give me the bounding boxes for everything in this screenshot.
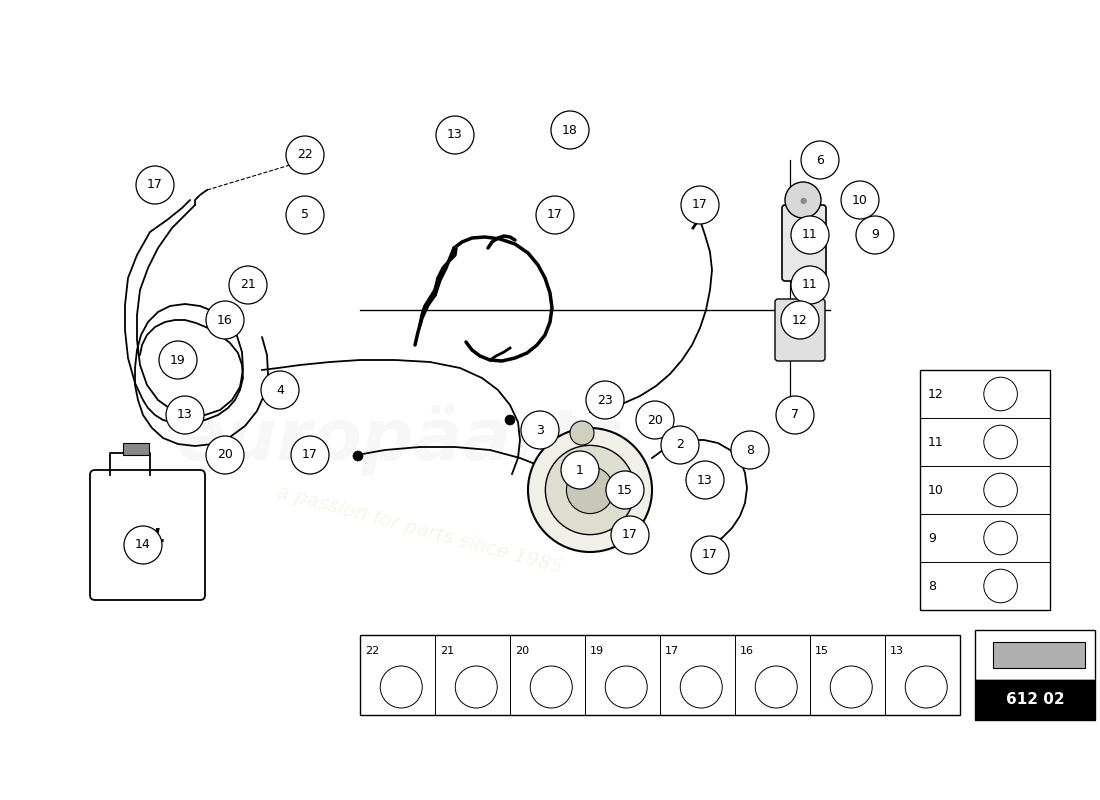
Circle shape	[206, 436, 244, 474]
Text: 17: 17	[623, 529, 638, 542]
Circle shape	[286, 136, 324, 174]
Circle shape	[536, 196, 574, 234]
Circle shape	[661, 426, 698, 464]
Circle shape	[286, 196, 324, 234]
Text: 11: 11	[928, 435, 944, 449]
Text: 17: 17	[147, 178, 163, 191]
Text: 15: 15	[815, 646, 829, 656]
Text: 17: 17	[702, 549, 718, 562]
Text: 23: 23	[597, 394, 613, 406]
Circle shape	[842, 181, 879, 219]
FancyBboxPatch shape	[782, 205, 826, 281]
Text: 8: 8	[746, 443, 754, 457]
Text: 1: 1	[576, 463, 584, 477]
Text: 15: 15	[617, 483, 632, 497]
Text: 12: 12	[928, 387, 944, 401]
Text: 9: 9	[871, 229, 879, 242]
Circle shape	[791, 266, 829, 304]
FancyBboxPatch shape	[90, 470, 205, 600]
Circle shape	[353, 451, 363, 461]
Text: 5: 5	[301, 209, 309, 222]
Circle shape	[606, 471, 643, 509]
Text: ●: ●	[800, 195, 806, 205]
Text: 7: 7	[791, 409, 799, 422]
Circle shape	[561, 451, 600, 489]
Text: 10: 10	[928, 483, 944, 497]
Text: 21: 21	[440, 646, 454, 656]
Text: 22: 22	[365, 646, 380, 656]
Text: 11: 11	[802, 278, 818, 291]
Circle shape	[681, 186, 719, 224]
Circle shape	[691, 536, 729, 574]
Circle shape	[160, 341, 197, 379]
Circle shape	[124, 526, 162, 564]
Circle shape	[292, 436, 329, 474]
Text: 11: 11	[802, 229, 818, 242]
Circle shape	[856, 216, 894, 254]
Bar	[975, 630, 1094, 679]
Text: a passion for parts since 1985: a passion for parts since 1985	[275, 482, 564, 578]
Text: 13: 13	[447, 129, 463, 142]
Circle shape	[801, 141, 839, 179]
Circle shape	[636, 401, 674, 439]
Text: 18: 18	[562, 123, 578, 137]
Text: 20: 20	[515, 646, 529, 656]
Circle shape	[206, 301, 244, 339]
Circle shape	[566, 466, 614, 514]
Circle shape	[505, 415, 515, 425]
Text: 10: 10	[852, 194, 868, 206]
Circle shape	[136, 166, 174, 204]
Polygon shape	[993, 642, 1085, 668]
Text: 21: 21	[240, 278, 256, 291]
Text: 4: 4	[276, 383, 284, 397]
Text: 17: 17	[692, 198, 708, 211]
Bar	[920, 370, 1050, 610]
Text: 17: 17	[302, 449, 318, 462]
Text: 9: 9	[928, 531, 936, 545]
Text: 12: 12	[792, 314, 807, 326]
Text: 3: 3	[536, 423, 543, 437]
Text: 6: 6	[816, 154, 824, 166]
Text: 22: 22	[297, 149, 312, 162]
Text: 20: 20	[647, 414, 663, 426]
Circle shape	[686, 461, 724, 499]
Text: 14: 14	[135, 538, 151, 551]
Text: 16: 16	[740, 646, 754, 656]
Circle shape	[781, 301, 820, 339]
Circle shape	[570, 421, 594, 445]
Bar	[975, 679, 1094, 720]
Circle shape	[229, 266, 267, 304]
Text: OIL: OIL	[129, 527, 165, 546]
Text: 19: 19	[170, 354, 186, 366]
Text: 17: 17	[547, 209, 563, 222]
Text: 612 02: 612 02	[1005, 692, 1065, 707]
Text: 17: 17	[666, 646, 679, 656]
Bar	[360, 635, 960, 715]
Text: 8: 8	[928, 579, 936, 593]
Circle shape	[166, 396, 204, 434]
Circle shape	[791, 216, 829, 254]
Text: 13: 13	[890, 646, 904, 656]
Circle shape	[521, 411, 559, 449]
Circle shape	[610, 516, 649, 554]
Circle shape	[436, 116, 474, 154]
Circle shape	[546, 446, 635, 534]
Circle shape	[586, 381, 624, 419]
Text: europäarts: europäarts	[176, 405, 624, 475]
Bar	[123, 443, 148, 455]
Circle shape	[261, 371, 299, 409]
Circle shape	[732, 431, 769, 469]
Circle shape	[551, 111, 588, 149]
Circle shape	[776, 396, 814, 434]
Text: 20: 20	[217, 449, 233, 462]
Text: 19: 19	[590, 646, 604, 656]
Circle shape	[528, 428, 652, 552]
Text: 13: 13	[697, 474, 713, 486]
Text: 16: 16	[217, 314, 233, 326]
Text: 13: 13	[177, 409, 192, 422]
FancyBboxPatch shape	[776, 299, 825, 361]
Text: 2: 2	[676, 438, 684, 451]
Circle shape	[785, 182, 821, 218]
